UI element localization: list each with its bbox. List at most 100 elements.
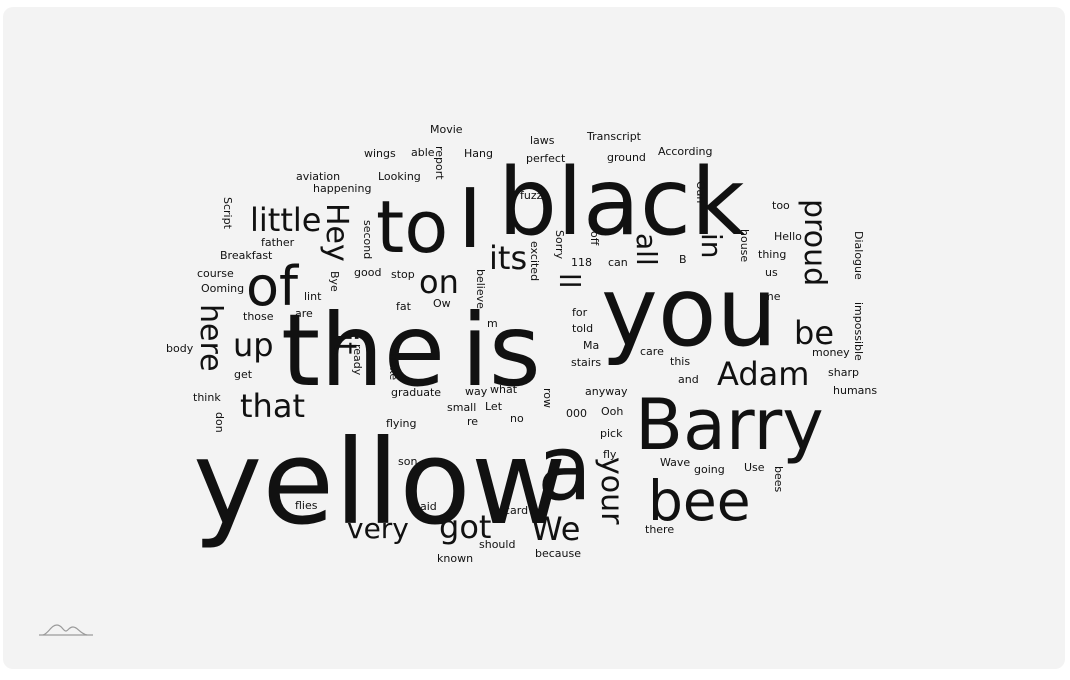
word-little: little bbox=[250, 201, 321, 239]
word-wings: wings bbox=[364, 147, 396, 160]
word-on: on bbox=[419, 263, 459, 301]
word-second: second bbox=[361, 220, 374, 259]
word-ground: ground bbox=[607, 151, 646, 164]
word-bye: Bye bbox=[328, 271, 341, 292]
word-and: and bbox=[678, 373, 699, 386]
word-row: row bbox=[541, 388, 554, 408]
word-good: good bbox=[354, 266, 381, 279]
word-i: I bbox=[458, 172, 482, 267]
word-paid: paid bbox=[413, 500, 437, 513]
word-script: Script bbox=[221, 197, 234, 230]
word-perfect: perfect bbox=[526, 152, 566, 165]
word-here: here bbox=[193, 304, 228, 372]
word-told: told bbox=[572, 322, 593, 335]
word-b: B bbox=[679, 253, 687, 266]
word-movie: Movie bbox=[430, 123, 463, 136]
word-flies: flies bbox=[295, 499, 318, 512]
word-thing: thing bbox=[758, 248, 786, 261]
word-black: black bbox=[498, 148, 745, 256]
word-lint: lint bbox=[304, 290, 322, 303]
word-there: there bbox=[645, 523, 674, 536]
word-me: me bbox=[763, 290, 781, 303]
word-bees: bees bbox=[772, 466, 785, 493]
word-oan: Oan bbox=[694, 181, 707, 203]
word-small: small bbox=[447, 401, 476, 414]
word-for: for bbox=[572, 306, 588, 319]
word-house: house bbox=[738, 229, 751, 262]
word-fuzz: fuzz bbox=[520, 189, 543, 202]
word-m: m bbox=[487, 317, 498, 330]
word-ready: ready bbox=[351, 344, 364, 376]
word-your: your bbox=[594, 457, 629, 525]
word-wave: Wave bbox=[660, 456, 690, 469]
word-use: Use bbox=[744, 461, 765, 474]
word-pick: pick bbox=[600, 427, 623, 440]
word-got: got bbox=[439, 508, 491, 546]
word-flying: flying bbox=[386, 417, 416, 430]
word-looking: Looking bbox=[378, 170, 421, 183]
word-that: that bbox=[240, 387, 305, 425]
wave-logo-icon bbox=[39, 624, 93, 636]
word-humans: humans bbox=[833, 384, 877, 397]
word-000: 000 bbox=[566, 407, 587, 420]
word-hey: Hey bbox=[319, 203, 354, 262]
word-we: We bbox=[531, 510, 580, 548]
word-because: because bbox=[535, 547, 581, 560]
word-think: think bbox=[193, 391, 221, 404]
word-stairs: stairs bbox=[571, 356, 601, 369]
word-get: get bbox=[234, 368, 253, 381]
word-no: no bbox=[510, 412, 524, 425]
word-be: be bbox=[794, 314, 834, 352]
word-bee: bee bbox=[648, 469, 751, 533]
word-yellow: yellow bbox=[193, 414, 567, 551]
word-shake: shake bbox=[387, 348, 400, 380]
word-a: a bbox=[537, 416, 592, 521]
word-anyway: anyway bbox=[585, 385, 628, 398]
word-breakfast: Breakfast bbox=[220, 249, 273, 262]
word-care: care bbox=[640, 345, 664, 358]
word-very: very bbox=[347, 512, 409, 545]
word-are: are bbox=[295, 307, 313, 320]
word-money: money bbox=[812, 346, 850, 359]
word-to: to bbox=[376, 185, 448, 269]
word-body: body bbox=[166, 342, 194, 355]
word-is: is bbox=[461, 292, 541, 409]
word-should: should bbox=[479, 538, 515, 551]
word-of: of bbox=[246, 255, 300, 318]
word-what: what bbox=[490, 383, 518, 396]
word-its: its bbox=[489, 239, 527, 277]
word-us: us bbox=[765, 266, 778, 279]
word-transcript: Transcript bbox=[586, 130, 642, 143]
word-hello: Hello bbox=[774, 230, 802, 243]
word-adam: Adam bbox=[717, 355, 809, 393]
word-course: course bbox=[197, 267, 234, 280]
word-going: going bbox=[694, 463, 725, 476]
word-this: this bbox=[670, 355, 690, 368]
word-re: re bbox=[467, 415, 478, 428]
word-stop: stop bbox=[391, 268, 415, 281]
word-can: can bbox=[608, 256, 628, 269]
word-fat: fat bbox=[396, 300, 412, 313]
word-graduate: graduate bbox=[391, 386, 441, 399]
word-in: in bbox=[695, 233, 728, 259]
word-all: all bbox=[630, 233, 663, 266]
word-too: too bbox=[772, 199, 790, 212]
word-way: way bbox=[465, 385, 488, 398]
word-fly: fly bbox=[603, 448, 617, 461]
word-let: Let bbox=[485, 400, 503, 413]
word-ll: ll bbox=[553, 273, 586, 289]
word-happening: happening bbox=[313, 182, 371, 195]
word-ooming: Ooming bbox=[201, 282, 244, 295]
word-hang: Hang bbox=[464, 147, 493, 160]
word-report: report bbox=[433, 146, 446, 180]
word-impossible: impossible bbox=[852, 302, 865, 361]
word-believe: believe bbox=[474, 269, 487, 309]
word-according: According bbox=[658, 145, 712, 158]
word-excited: excited bbox=[528, 241, 541, 281]
word-off: off bbox=[588, 231, 601, 246]
word-sharp: sharp bbox=[828, 366, 859, 379]
word-able: able bbox=[411, 146, 435, 159]
word-those: those bbox=[243, 310, 274, 323]
